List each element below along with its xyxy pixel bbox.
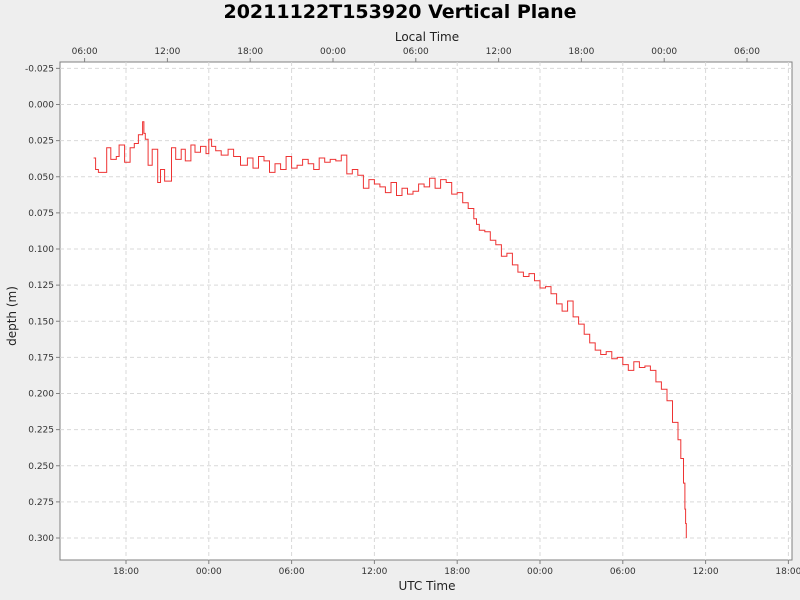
bottom-tick-label: 18:00 [444, 567, 470, 577]
grid-layer [60, 62, 792, 560]
y-tick-label: -0.025 [25, 64, 54, 74]
tick-layer: -0.025 0.000 0.025 0.050 0.075 0.100 0.125 0.15… [25, 47, 800, 577]
y-tick-label: 0.250 [28, 462, 54, 472]
depth-series-line [93, 121, 687, 538]
top-tick-label: 12:00 [154, 47, 180, 57]
top-tick-label: 06:00 [403, 47, 429, 57]
bottom-tick-label: 06:00 [610, 567, 636, 577]
y-tick-label: 0.275 [28, 498, 54, 508]
series-layer [93, 121, 687, 538]
bottom-tick-label: 12:00 [361, 567, 387, 577]
y-tick-label: 0.150 [28, 317, 54, 327]
y-axis-title: depth (m) [5, 286, 19, 346]
y-tick-label: 0.225 [28, 426, 54, 436]
top-tick-label: 06:00 [72, 47, 98, 57]
y-tick-label: 0.100 [28, 245, 54, 255]
y-tick-label: 0.125 [28, 281, 54, 291]
y-tick-label: 0.075 [28, 209, 54, 219]
bottom-tick-label: 12:00 [693, 567, 719, 577]
chart-title: 20211122T153920 Vertical Plane [223, 1, 576, 23]
y-tick-label: 0.025 [28, 137, 54, 147]
y-tick-label: 0.175 [28, 353, 54, 363]
bottom-tick-label: 06:00 [279, 567, 305, 577]
bottom-axis-title: UTC Time [399, 579, 456, 593]
bottom-tick-label: 00:00 [527, 567, 553, 577]
top-tick-label: 18:00 [237, 47, 263, 57]
bottom-tick-label: 00:00 [196, 567, 222, 577]
top-tick-label: 00:00 [651, 47, 677, 57]
y-tick-label: 0.300 [28, 534, 54, 544]
y-tick-label: 0.050 [28, 173, 54, 183]
top-tick-label: 06:00 [734, 47, 760, 57]
y-tick-label: 0.000 [28, 101, 54, 111]
top-tick-label: 12:00 [486, 47, 512, 57]
bottom-tick-label: 18:00 [113, 567, 139, 577]
top-axis-title: Local Time [395, 30, 459, 44]
top-tick-label: 00:00 [320, 47, 346, 57]
y-tick-label: 0.200 [28, 390, 54, 400]
bottom-tick-label: 18:00 [775, 567, 800, 577]
top-tick-label: 18:00 [568, 47, 594, 57]
plot-area [59, 61, 793, 561]
